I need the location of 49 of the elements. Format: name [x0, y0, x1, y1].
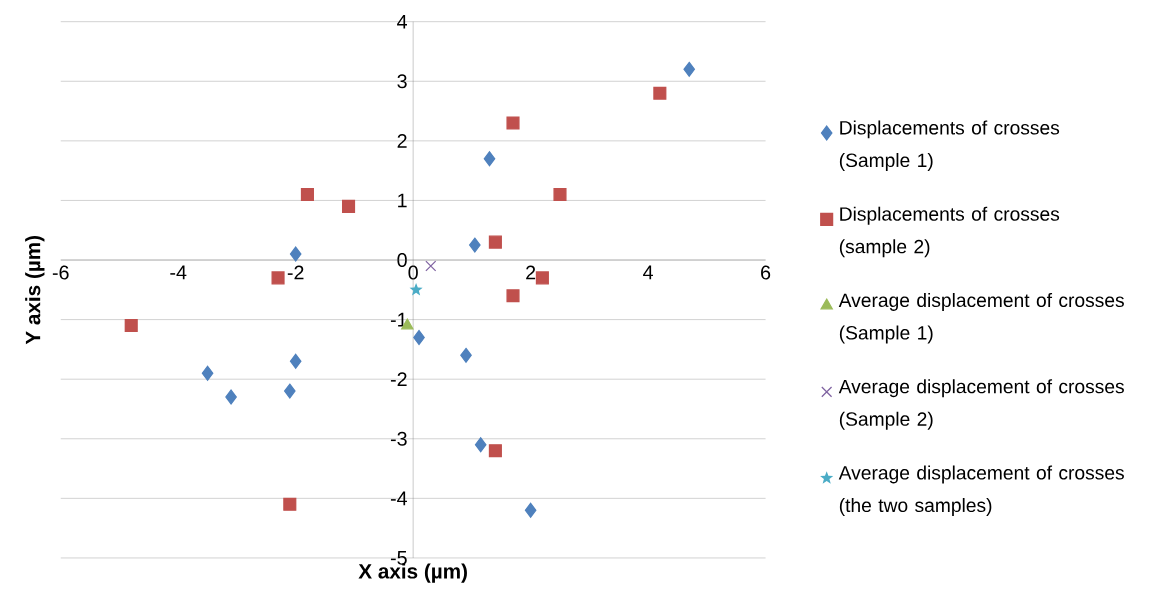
point: [653, 86, 667, 100]
point: [124, 318, 138, 332]
point: [201, 365, 214, 381]
point: [271, 271, 285, 285]
y-tick-label: 4: [397, 14, 407, 29]
legend-label: Average displacement of crosses (Sample 1): [838, 292, 1124, 344]
y-tick-label: 2: [397, 133, 407, 148]
x-tick-label: -2: [287, 265, 304, 280]
point: [488, 235, 502, 249]
legend-label: Displacements of crosses (Sample 1): [839, 120, 1060, 171]
point: [553, 187, 567, 201]
x-tick-label: 6: [761, 265, 771, 280]
legend-label: Displacements of crosses (sample 2): [839, 206, 1060, 257]
legend-label: Average displacement of crosses (Sample 2): [838, 379, 1124, 430]
point: [409, 282, 423, 296]
point: [488, 443, 502, 458]
point: [460, 347, 472, 363]
y-tick-label: -2: [390, 372, 407, 386]
y-tick-label: 3: [397, 74, 407, 89]
point: [474, 437, 487, 453]
point: [413, 329, 425, 345]
x-tick-label: -4: [170, 265, 187, 279]
point: [469, 237, 481, 253]
point: [283, 497, 297, 511]
x-tick-label: -6: [52, 265, 69, 280]
point: [524, 502, 537, 518]
point: [225, 389, 237, 405]
point: [683, 61, 696, 77]
point: [506, 116, 520, 130]
legend-label: Average displacement of crosses (the two samples): [838, 465, 1124, 516]
point: [283, 383, 296, 399]
x-tick-label: 0: [408, 265, 418, 280]
point: [289, 246, 302, 262]
point: [300, 187, 314, 201]
y-tick-label: -3: [390, 431, 407, 446]
point: [341, 199, 356, 213]
x-axis-title: X axis (µm): [358, 563, 467, 583]
y-tick-label: -4: [390, 491, 407, 505]
x-tick-label: 4: [643, 265, 653, 279]
point: [425, 260, 437, 272]
y-tick-label: 0: [397, 252, 407, 267]
y-tick-label: -5: [390, 550, 407, 565]
x-tick-label: 2: [526, 265, 536, 280]
point: [506, 289, 520, 303]
point: [289, 353, 302, 369]
point: [483, 151, 496, 167]
point: [535, 271, 549, 285]
y-axis-title: Y axis (µm): [25, 235, 45, 345]
y-tick-label: 1: [398, 193, 407, 208]
